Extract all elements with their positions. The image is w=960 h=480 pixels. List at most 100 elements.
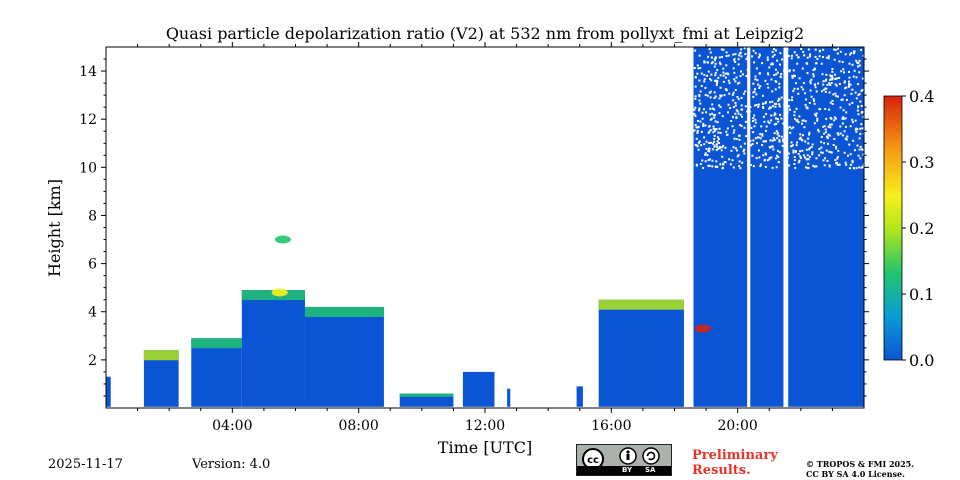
speckle-dot — [833, 48, 836, 51]
speckle-dot — [710, 56, 713, 59]
speckle-dot — [709, 118, 712, 121]
speckle-dot — [768, 158, 771, 161]
speckle-dot — [823, 132, 826, 135]
speckle-dot — [704, 153, 707, 156]
speckle-dot — [852, 167, 855, 170]
speckle-dot — [773, 114, 776, 117]
speckle-dot — [806, 166, 809, 169]
speckle-dot — [811, 143, 814, 146]
speckle-dot — [777, 161, 780, 164]
speckle-dot — [808, 131, 811, 134]
speckle-dot — [776, 132, 779, 135]
speckle-dot — [831, 102, 834, 105]
speckle-dot — [797, 152, 800, 155]
speckle-dot — [836, 132, 839, 135]
speckle-dot — [708, 77, 711, 80]
speckle-dot — [710, 117, 713, 120]
speckle-dot — [852, 75, 855, 78]
speckle-dot — [857, 154, 860, 157]
feature-1 — [274, 235, 291, 244]
speckle-dot — [829, 74, 832, 77]
speckle-dot — [856, 61, 859, 64]
speckle-dot — [765, 113, 768, 116]
speckle-dot — [763, 120, 766, 123]
speckle-dot — [712, 127, 715, 130]
speckle-dot — [834, 77, 837, 80]
speckle-dot — [703, 143, 706, 146]
speckle-dot — [739, 75, 742, 78]
speckle-dot — [714, 95, 717, 98]
speckle-dot — [821, 151, 824, 154]
speckle-dot — [724, 146, 727, 149]
speckle-dot — [861, 166, 864, 169]
speckle-dot — [848, 70, 851, 73]
speckle-dot — [828, 108, 831, 111]
speckle-dot — [841, 60, 844, 63]
speckle-dot — [817, 128, 820, 131]
speckle-dot — [694, 97, 697, 100]
speckle-dot — [711, 165, 714, 168]
speckle-dot — [834, 92, 837, 95]
speckle-dot — [761, 133, 764, 136]
speckle-dot — [738, 81, 741, 84]
speckle-dot — [849, 83, 852, 86]
speckle-dot — [757, 136, 760, 139]
speckle-dot — [855, 59, 858, 62]
y-tick-label-0: 2 — [88, 353, 97, 369]
speckle-dot — [839, 125, 842, 128]
speckle-dot — [774, 88, 777, 91]
speckle-dot — [708, 147, 711, 150]
speckle-dot — [861, 110, 864, 113]
speckle-dot — [733, 129, 736, 132]
speckle-dot — [834, 117, 837, 120]
speckle-dot — [704, 160, 707, 163]
speckle-dot — [855, 127, 858, 130]
speckle-dot — [799, 136, 802, 139]
speckle-dot — [703, 60, 706, 63]
speckle-dot — [750, 126, 753, 129]
speckle-dot — [792, 126, 795, 129]
speckle-dot — [858, 59, 861, 62]
speckle-dot — [736, 110, 739, 113]
speckle-dot — [709, 129, 712, 132]
speckle-dot — [811, 153, 814, 156]
speckle-dot — [843, 81, 846, 84]
feature-0 — [271, 288, 288, 297]
speckle-dot — [833, 73, 836, 76]
speckle-dot — [858, 166, 861, 169]
speckle-dot — [717, 76, 720, 79]
speckle-dot — [754, 78, 757, 81]
speckle-dot — [761, 94, 764, 97]
license-badge[interactable]: cc BY SA — [576, 444, 672, 476]
speckle-dot — [724, 72, 727, 75]
speckle-dot — [759, 133, 762, 136]
speckle-dot — [733, 58, 736, 61]
speckle-dot — [694, 106, 697, 109]
speckle-dot — [721, 55, 724, 58]
speckle-dot — [839, 106, 842, 109]
speckle-dot — [733, 71, 736, 74]
speckle-dot — [762, 105, 765, 108]
speckle-dot — [802, 50, 805, 53]
speckle-dot — [853, 69, 856, 72]
speckle-dot — [716, 121, 719, 124]
speckle-dot — [809, 53, 812, 56]
axes: 04:00 08:00 12:00 16:00 20:00 2 4 6 8 10 12 14 — [79, 42, 869, 434]
speckle-dot — [758, 72, 761, 75]
speckle-dot — [735, 109, 738, 112]
speckle-dot — [829, 123, 832, 126]
speckle-dot — [715, 148, 718, 151]
speckle-dot — [792, 69, 795, 72]
speckle-dot — [838, 163, 841, 166]
speckle-dot — [806, 154, 809, 157]
signal-segment-3 — [241, 290, 305, 407]
speckle-dot — [739, 167, 742, 170]
speckle-dot — [771, 100, 774, 103]
speckle-dot — [833, 116, 836, 119]
speckle-dot — [858, 93, 861, 96]
speckle-dot — [843, 71, 846, 74]
speckle-dot — [818, 55, 821, 58]
speckle-dot — [737, 58, 740, 61]
speckle-dot — [693, 108, 696, 111]
speckle-dot — [731, 159, 734, 162]
